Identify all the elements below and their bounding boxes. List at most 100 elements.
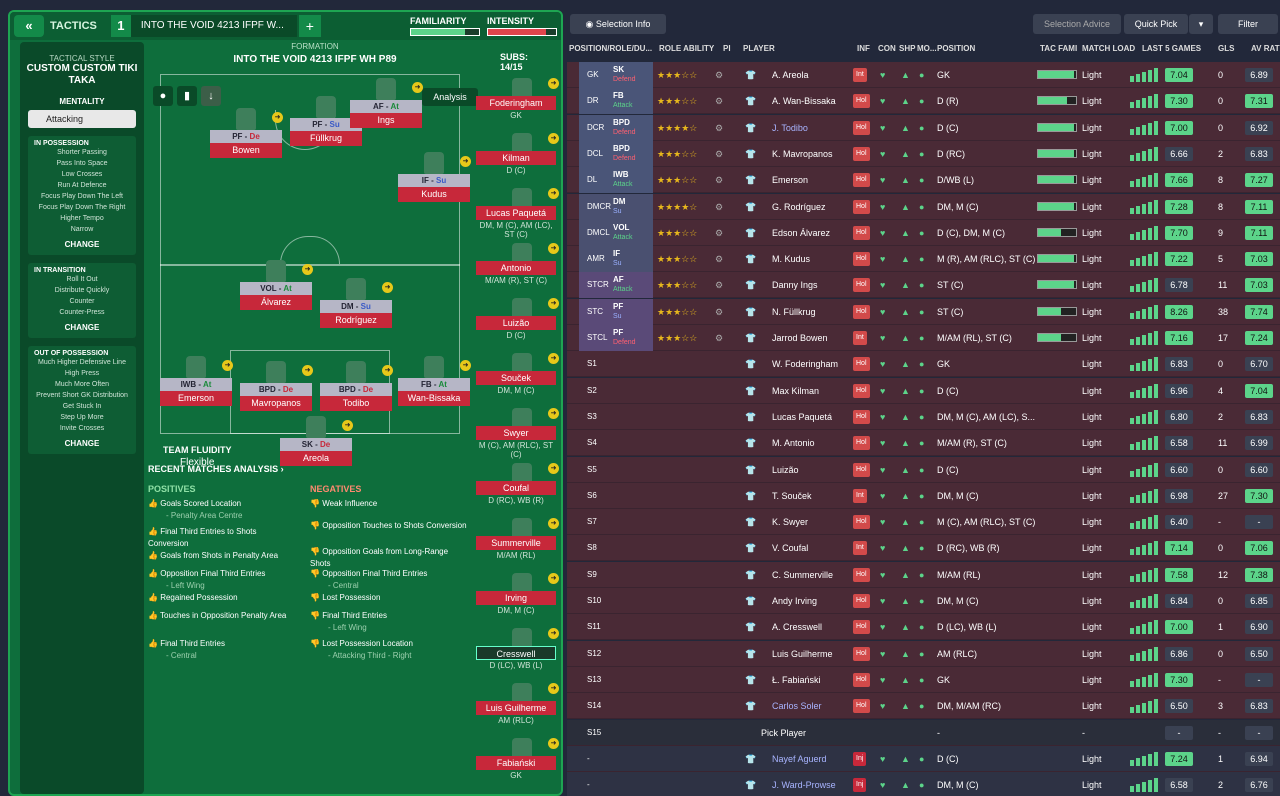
sub-player[interactable]: Antonio M/AM (R), ST (C) (476, 261, 556, 285)
column-header[interactable]: GLS (1218, 44, 1235, 53)
player-name[interactable]: Ł. Fabiański (772, 674, 821, 685)
tactic-name-dropdown[interactable]: INTO THE VOID 4213 IFPF W... (130, 15, 297, 37)
position-role-cell[interactable]: S7 (579, 509, 653, 535)
player-row[interactable]: S12 👕 Luis Guilherme Hol ♥ ▲ ● AM (RLC) Light 6.8… (567, 640, 1280, 667)
position-role-cell[interactable]: STCL PF Defend (579, 325, 653, 351)
column-header[interactable]: POSITION (937, 44, 976, 53)
position-role-cell[interactable]: - (579, 746, 653, 772)
player-row[interactable]: S13 👕 Ł. Fabiański Hol ♥ ▲ ● GK Light 7.30 - - (567, 666, 1280, 693)
sub-player[interactable]: Luizão D (C) (476, 316, 556, 340)
player-row[interactable]: S1 👕 W. Foderingham Hol ♥ ▲ ● GK Light 6.83 0 6.70 (567, 351, 1280, 378)
player-instructions-icon[interactable]: ⚙ (715, 201, 724, 212)
player-row[interactable]: S2 👕 Max Kilman Hol ♥ ▲ ● D (C) Light 6.96 4 7.04 (567, 377, 1280, 404)
player-name[interactable]: Jarrod Bowen (772, 333, 828, 343)
player-row[interactable]: DMCL VOL Attack ★★★☆☆ ⚙ 👕 Edson Álvarez Hol ♥ ▲ ● D… (567, 219, 1280, 246)
column-header[interactable]: MATCH LOAD (1082, 44, 1136, 53)
change-out-button[interactable]: CHANGE (64, 439, 100, 448)
add-tactic-button[interactable]: + (298, 15, 321, 37)
column-header[interactable]: INF (857, 44, 870, 53)
download-icon[interactable]: ↓ (201, 86, 221, 106)
column-header[interactable]: CON (878, 44, 896, 53)
position-role-cell[interactable]: S15 (579, 720, 653, 746)
player-name[interactable]: Danny Ings (772, 280, 818, 291)
sub-player[interactable]: Summerville M/AM (RL) (476, 536, 556, 560)
position-role-cell[interactable]: S5 (579, 457, 653, 483)
pitch-player-6[interactable]: IWB - At Emerson (160, 378, 232, 406)
recent-matches-title[interactable]: RECENT MATCHES ANALYSIS › (148, 464, 284, 474)
position-role-cell[interactable]: S10 (579, 588, 653, 614)
player-row[interactable]: GK SK Defend ★★★☆☆ ⚙ 👕 A. Areola Int ♥ ▲ ● GK Light 7… (567, 62, 1280, 88)
player-row[interactable]: STCL PF Defend ★★★☆☆ ⚙ 👕 Jarrod Bowen Int ♥ ▲ ● M/A… (567, 325, 1280, 351)
position-role-cell[interactable]: - (579, 772, 653, 796)
player-row[interactable]: STCR AF Attack ★★★☆☆ ⚙ 👕 Danny Ings Hol ♥ ▲ ● ST (C… (567, 272, 1280, 299)
position-role-cell[interactable]: S3 (579, 404, 653, 430)
player-instructions-icon[interactable]: ⚙ (715, 122, 724, 133)
player-name[interactable]: Pick Player (761, 727, 807, 738)
formation-name[interactable]: INTO THE VOID 4213 IFPF WH P89 (233, 54, 397, 65)
player-row[interactable]: S3 👕 Lucas Paquetá Hol ♥ ▲ ● DM, M (C), AM (LC)… (567, 403, 1280, 430)
sub-player[interactable]: Swyer M (C), AM (RLC), ST (C) (476, 426, 556, 459)
column-header[interactable]: SHP (899, 44, 916, 53)
player-name[interactable]: G. Rodríguez (772, 201, 826, 212)
column-header[interactable]: MO... (917, 44, 937, 53)
player-name[interactable]: J. Todibo (772, 122, 808, 133)
column-header[interactable]: LAST 5 GAMES (1142, 44, 1202, 53)
selection-info-button[interactable]: ◉ Selection Info (570, 14, 666, 34)
pitch-player-10[interactable]: SK - De Areola (280, 438, 352, 466)
pitch-player-0[interactable]: PF - De Bowen (210, 130, 282, 158)
player-name[interactable]: J. Ward-Prowse (772, 780, 836, 791)
position-role-cell[interactable]: DCR BPD Defend (579, 114, 653, 141)
player-instructions-icon[interactable]: ⚙ (715, 280, 724, 291)
player-instructions-icon[interactable]: ⚙ (715, 70, 724, 80)
player-name[interactable]: Max Kilman (772, 385, 820, 396)
player-instructions-icon[interactable]: ⚙ (715, 227, 724, 238)
filter-button[interactable]: Filter (1218, 14, 1278, 34)
sub-player[interactable]: Souček DM, M (C) (476, 371, 556, 395)
player-row[interactable]: S11 👕 A. Cresswell Hol ♥ ▲ ● D (LC), WB (L) Ligh… (567, 614, 1280, 641)
sub-player[interactable]: Luis Guilherme AM (RLC) (476, 701, 556, 725)
position-role-cell[interactable]: S11 (579, 614, 653, 640)
pitch-player-2[interactable]: AF - At Ings (350, 100, 422, 128)
player-name[interactable]: Edson Álvarez (772, 227, 831, 238)
player-row[interactable]: - 👕 J. Ward-Prowse Inj ♥ ▲ ● DM, M (C) Light 6.58… (567, 772, 1280, 796)
position-role-cell[interactable]: STC PF Su (579, 298, 653, 325)
player-name[interactable]: W. Foderingham (772, 359, 839, 370)
stats-icon[interactable]: ▮ (177, 86, 197, 106)
player-name[interactable]: Luizão (772, 464, 799, 475)
player-row[interactable]: S5 👕 Luizão Hol ♥ ▲ ● D (C) Light 6.60 0 6.60 (567, 456, 1280, 483)
player-row[interactable]: DMCR DM Su ★★★★☆ ⚙ 👕 G. Rodríguez Hol ♥ ▲ ● DM, M (… (567, 193, 1280, 220)
player-row[interactable]: DR FB Attack ★★★☆☆ ⚙ 👕 A. Wan-Bissaka Hol ♥ ▲ ● D (… (567, 88, 1280, 115)
player-row[interactable]: S4 👕 M. Antonio Hol ♥ ▲ ● M/AM (R), ST (C) Light… (567, 430, 1280, 457)
quick-pick-button[interactable]: Quick Pick (1124, 14, 1188, 34)
position-role-cell[interactable]: DR FB Attack (579, 88, 653, 115)
position-role-cell[interactable]: DCL BPD Defend (579, 140, 653, 167)
position-role-cell[interactable]: S2 (579, 378, 653, 404)
player-instructions-icon[interactable]: ⚙ (715, 175, 724, 186)
pitch-player-7[interactable]: BPD - De Mavropanos (240, 383, 312, 411)
player-row[interactable]: S6 👕 T. Souček Int ♥ ▲ ● DM, M (C) Light 6.98 27 7.… (567, 482, 1280, 509)
sub-player[interactable]: Fabiański GK (476, 756, 556, 780)
column-header[interactable]: TAC FAMI (1040, 44, 1078, 53)
position-role-cell[interactable]: S14 (579, 693, 653, 719)
tactical-style-name[interactable]: CUSTOM CUSTOM TIKI TAKA (26, 63, 138, 86)
fluidity-value[interactable]: Flexible (180, 457, 215, 468)
position-role-cell[interactable]: DL IWB Attack (579, 167, 653, 194)
pitch-player-8[interactable]: BPD - De Todibo (320, 383, 392, 411)
back-button[interactable]: « (14, 15, 44, 37)
player-name[interactable]: N. Füllkrug (772, 306, 816, 317)
position-role-cell[interactable]: S1 (579, 351, 653, 377)
change-transition-button[interactable]: CHANGE (64, 323, 100, 332)
player-row[interactable]: S7 👕 K. Swyer Hol ♥ ▲ ● M (C), AM (RLC), ST (C)… (567, 509, 1280, 536)
column-header[interactable]: PLAYER (743, 44, 775, 53)
pitch-player-3[interactable]: IF - Su Kudus (398, 174, 470, 202)
pitch-player-4[interactable]: VOL - At Álvarez (240, 282, 312, 310)
sub-player[interactable]: Kilman D (C) (476, 151, 556, 175)
pitch-player-1[interactable]: PF - Su Füllkrug (290, 118, 362, 146)
selection-advice-button[interactable]: Selection Advice (1033, 14, 1121, 34)
mentality-dropdown[interactable]: Attacking (28, 110, 136, 128)
player-name[interactable]: A. Cresswell (772, 622, 823, 633)
column-header[interactable]: AV RAT (1251, 44, 1280, 53)
player-row[interactable]: - 👕 Nayef Aguerd Inj ♥ ▲ ● D (C) Light 7.24 1 6.94 (567, 745, 1280, 772)
player-instructions-icon[interactable]: ⚙ (715, 306, 724, 317)
player-name[interactable]: Andy Irving (772, 596, 818, 606)
